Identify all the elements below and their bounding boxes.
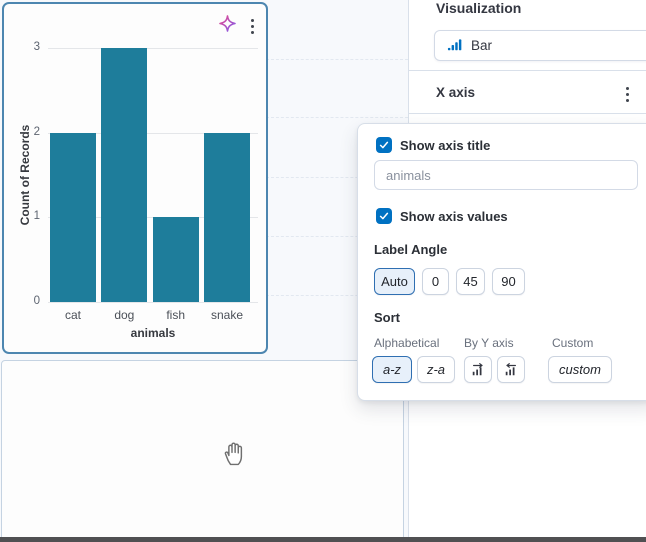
show-axis-values-label[interactable]: Show axis values xyxy=(400,208,508,224)
visualization-heading: Visualization xyxy=(436,0,522,16)
bars-arrow-right-icon xyxy=(471,362,485,377)
axis-title-input[interactable] xyxy=(374,160,638,190)
bar-chart-panel[interactable]: 3 2 1 0 cat dog fish snake animals Count of Re… xyxy=(2,2,268,354)
section-divider xyxy=(409,70,646,71)
grid-guide-line xyxy=(266,59,408,60)
sort-by-y-descending-button[interactable] xyxy=(497,356,525,383)
label-angle-button-group: Auto 0 45 90 xyxy=(374,268,525,295)
show-axis-title-checkbox[interactable] xyxy=(376,137,392,153)
grid-guide-line xyxy=(266,117,408,118)
angle-90-button[interactable]: 90 xyxy=(492,268,525,295)
gridline-y-0 xyxy=(48,302,258,303)
y-axis-title: Count of Records xyxy=(18,124,32,226)
sort-group-custom-label: Custom xyxy=(552,336,594,350)
x-axis-settings-popover: Show axis title Show axis values Label A… xyxy=(357,123,646,401)
y-tick-label-2: 2 xyxy=(33,125,40,138)
grid-guide-line xyxy=(266,295,408,296)
chart-type-label: Bar xyxy=(471,38,493,53)
x-axis-options-icon[interactable] xyxy=(624,85,631,104)
gridline-y-2 xyxy=(48,132,258,134)
x-axis-title: animals xyxy=(130,326,176,340)
chart-bars xyxy=(48,48,258,302)
sort-za-button[interactable]: z-a xyxy=(417,356,455,383)
sort-button-group: a-z z-a xyxy=(372,356,612,383)
bar-chart-plot-area: 3 2 1 0 cat dog fish snake animals Count of Re… xyxy=(18,41,258,340)
show-axis-title-label[interactable]: Show axis title xyxy=(400,137,491,153)
grid-guide-line xyxy=(266,177,408,178)
x-tick-label-fish: fish xyxy=(166,308,185,322)
chart-type-selector[interactable]: Bar xyxy=(434,30,646,61)
angle-auto-button[interactable]: Auto xyxy=(374,268,415,295)
sort-group-labels: Alphabetical By Y axis Custom xyxy=(358,336,646,350)
sort-group-by-y-axis-label: By Y axis xyxy=(464,336,514,350)
bar-chart-icon xyxy=(447,38,462,53)
section-divider xyxy=(409,113,646,114)
y-tick-label-0: 0 xyxy=(33,295,40,307)
angle-45-button[interactable]: 45 xyxy=(456,268,485,295)
x-axis-tick-labels: cat dog fish snake xyxy=(48,308,258,322)
empty-dashboard-panel[interactable] xyxy=(1,360,404,540)
ai-sparkle-icon[interactable] xyxy=(218,14,237,38)
bar-cat[interactable] xyxy=(50,132,96,302)
panel-options-icon[interactable] xyxy=(249,17,256,36)
show-axis-values-checkbox[interactable] xyxy=(376,208,392,224)
x-axis-section-heading: X axis xyxy=(436,85,476,100)
grab-hand-icon xyxy=(223,441,246,471)
sort-az-button[interactable]: a-z xyxy=(372,356,412,383)
angle-0-button[interactable]: 0 xyxy=(422,268,449,295)
bars-arrow-left-icon xyxy=(504,362,518,377)
x-tick-label-snake: snake xyxy=(210,308,243,322)
bar-fish[interactable] xyxy=(152,217,199,302)
x-tick-label-cat: cat xyxy=(64,308,81,322)
label-angle-heading: Label Angle xyxy=(374,242,448,257)
y-tick-label-1: 1 xyxy=(33,210,40,223)
gridline-y-3 xyxy=(48,48,258,49)
screen-bottom-edge xyxy=(0,537,646,542)
sort-by-y-ascending-button[interactable] xyxy=(464,356,492,383)
bar-snake[interactable] xyxy=(203,132,250,302)
sort-heading: Sort xyxy=(374,310,400,325)
x-tick-label-dog: dog xyxy=(114,308,135,322)
grid-guide-line xyxy=(266,236,408,237)
sort-group-alphabetical-label: Alphabetical xyxy=(374,336,440,350)
sort-custom-button[interactable]: custom xyxy=(548,356,612,383)
y-tick-label-3: 3 xyxy=(33,41,40,53)
bar-dog[interactable] xyxy=(101,48,148,302)
